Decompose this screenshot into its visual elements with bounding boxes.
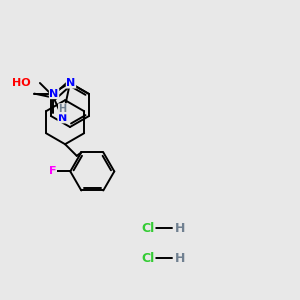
Text: HO: HO — [12, 78, 31, 88]
Text: N: N — [50, 88, 59, 99]
Text: H: H — [58, 104, 67, 114]
Text: Cl: Cl — [141, 221, 154, 235]
Text: N: N — [66, 78, 76, 88]
Text: H: H — [175, 221, 185, 235]
Text: Cl: Cl — [141, 251, 154, 265]
Text: F: F — [49, 167, 56, 176]
Text: N: N — [58, 113, 67, 123]
Text: H: H — [175, 251, 185, 265]
